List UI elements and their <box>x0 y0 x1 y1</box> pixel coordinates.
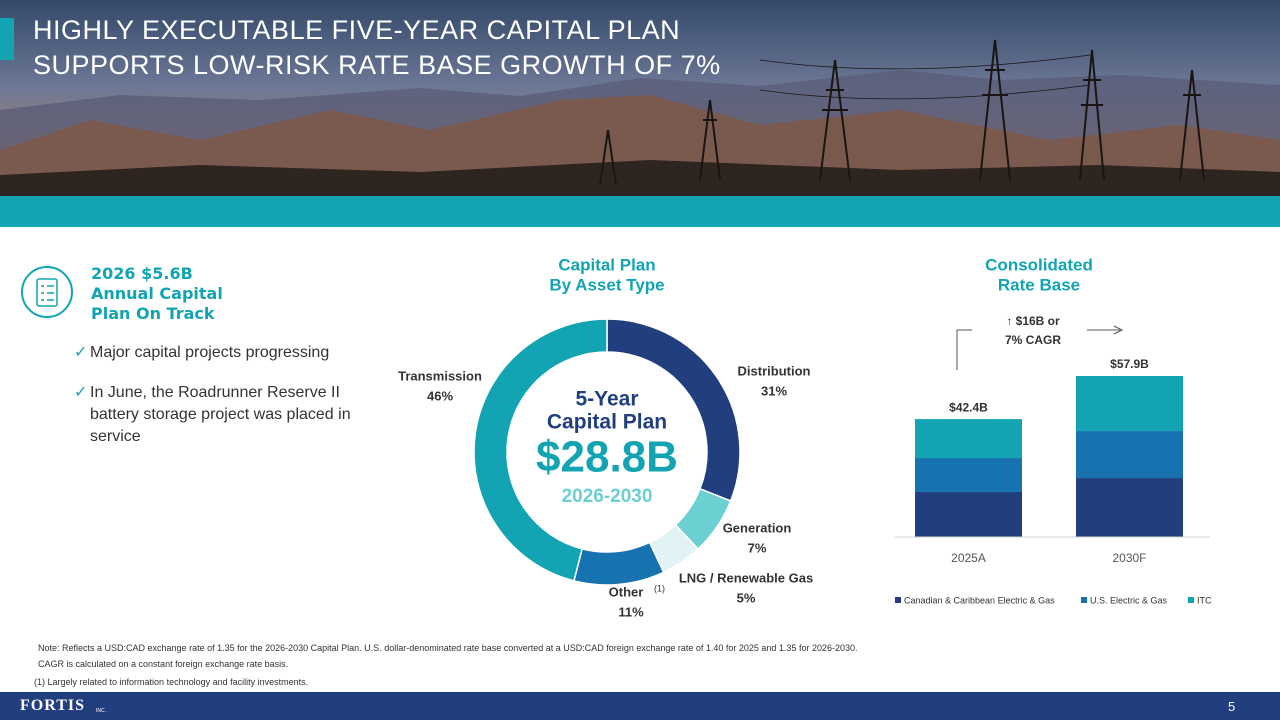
annotation: 7% CAGR <box>1005 333 1061 347</box>
donut-segment <box>473 318 608 582</box>
bar-segment <box>1076 431 1183 479</box>
donut-segment <box>573 541 665 586</box>
footnote: Note: Reflects a USD:CAD exchange rate o… <box>38 643 858 653</box>
annotation: ↑ $16B or <box>1006 314 1060 328</box>
footnote: CAGR is calculated on a constant foreign… <box>38 659 289 669</box>
bar-segment <box>1076 478 1183 537</box>
segment-value: 11% <box>618 604 644 619</box>
chart-title: By Asset Type <box>549 275 664 294</box>
slide-title: SUPPORTS LOW-RISK RATE BASE GROWTH OF 7% <box>33 50 721 80</box>
bullet: Major capital projects progressing <box>74 342 359 364</box>
annotation-arrow <box>1087 325 1124 335</box>
logo: FORTIS <box>20 697 86 714</box>
logo-suffix: INC. <box>96 708 106 714</box>
side-heading: 2026 $5.6B <box>91 264 193 283</box>
bar-segment <box>915 491 1022 537</box>
segment-label: Transmission <box>398 368 482 383</box>
bar-segment <box>915 458 1022 492</box>
legend-label: ITC <box>1197 595 1212 605</box>
center-label: 5-Year <box>575 388 638 411</box>
center-label: Capital Plan <box>547 411 667 434</box>
bullet-list: Major capital projects progressing In Ju… <box>74 342 359 466</box>
bar-segment <box>915 419 1022 459</box>
segment-label: Other <box>609 584 644 599</box>
bar-segment <box>1076 376 1183 432</box>
x-tick-label: 2030F <box>1112 551 1146 565</box>
center-value: $28.8B <box>536 433 678 482</box>
total-label: $42.4B <box>949 400 988 414</box>
footnote: (1) Largely related to information techn… <box>34 677 309 687</box>
side-heading: Plan On Track <box>91 304 215 323</box>
x-tick-label: 2025A <box>951 551 986 565</box>
legend-label: U.S. Electric & Gas <box>1090 595 1168 605</box>
chart-title: Consolidated <box>985 255 1093 274</box>
side-heading: Annual Capital <box>91 284 223 303</box>
segment-label: Distribution <box>738 363 811 378</box>
legend-label: Canadian & Caribbean Electric & Gas <box>904 595 1055 605</box>
bullet: In June, the Roadrunner Reserve II batte… <box>74 382 359 448</box>
segment-label: LNG / Renewable Gas <box>679 570 813 585</box>
chart-title: Rate Base <box>998 275 1080 294</box>
total-label: $57.9B <box>1110 357 1149 371</box>
legend-swatch <box>895 597 901 603</box>
slide-title: HIGHLY EXECUTABLE FIVE-YEAR CAPITAL PLAN <box>33 15 681 45</box>
annotation-bracket <box>956 329 972 370</box>
legend-swatch <box>1081 597 1087 603</box>
segment-label: Generation <box>723 520 792 535</box>
page-number: 5 <box>1228 699 1236 714</box>
center-label: 2026-2030 <box>562 486 653 507</box>
footnote-ref: (1) <box>654 583 665 593</box>
chart-title: Capital Plan <box>558 255 655 274</box>
segment-value: 31% <box>761 383 787 398</box>
segment-value: 5% <box>737 590 756 605</box>
segment-value: 46% <box>427 388 453 403</box>
legend-swatch <box>1188 597 1194 603</box>
segment-value: 7% <box>748 540 767 555</box>
